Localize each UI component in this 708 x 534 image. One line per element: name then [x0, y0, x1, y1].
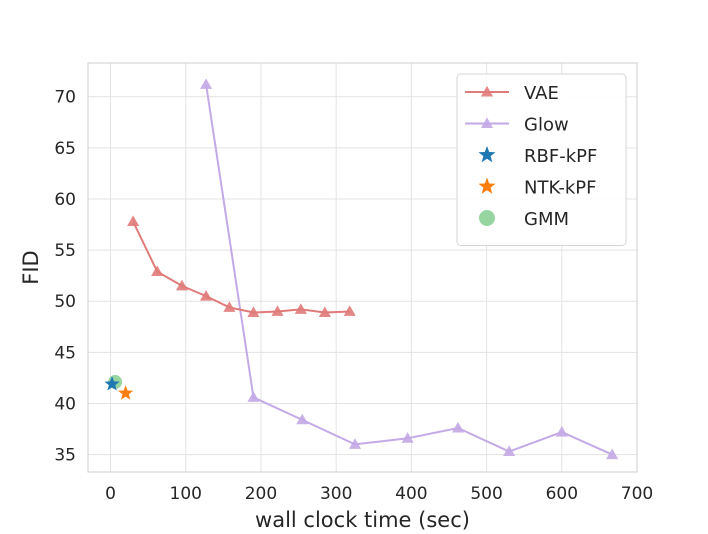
data-point-vae [318, 306, 331, 317]
y-tick-label: 55 [54, 241, 76, 261]
series-glow [200, 78, 619, 460]
y-tick-label: 45 [54, 343, 76, 363]
x-tick-label: 100 [170, 484, 202, 504]
legend-item-ntk-kpf: NTK-kPF [478, 177, 597, 199]
legend-item-glow: Glow [465, 115, 569, 136]
x-axis-label: wall clock time (sec) [255, 508, 470, 530]
data-point-vae [127, 215, 140, 226]
legend-marker [478, 146, 496, 163]
y-tick-label: 35 [54, 446, 76, 466]
y-tick-label: 65 [54, 139, 76, 159]
data-point-vae [343, 305, 356, 316]
x-tick-label: 500 [470, 484, 502, 504]
data-point-vae [247, 306, 260, 317]
data-point-glow [606, 448, 619, 460]
tick-labels: 0 100 200 300 400 500 600 700 35 40 45 50 55 60 65 70 [54, 88, 653, 504]
series-vae [127, 215, 356, 317]
y-tick-label: 50 [54, 292, 76, 312]
legend-marker [480, 117, 494, 128]
legend-label: NTK-kPF [524, 178, 597, 199]
plot-frame [87, 62, 638, 473]
data-point-vae [151, 265, 164, 277]
data-point-glow [296, 413, 309, 425]
legend-marker [478, 177, 496, 194]
legend-marker [479, 210, 495, 226]
data-point-ntk-kpf [117, 385, 134, 400]
data-point-rbf-kpf [104, 376, 120, 391]
y-tick-label: 70 [54, 88, 76, 108]
legend: VAE Glow RBF-kPF NTK-kPF GMM [456, 73, 627, 246]
y-tick-label: 60 [54, 190, 76, 210]
x-tick-label: 200 [245, 484, 277, 504]
legend-label: RBF-kPF [524, 146, 597, 167]
data-point-glow [247, 391, 260, 402]
data-point-vae [200, 289, 213, 301]
series-ntk-kpf [117, 385, 134, 400]
legend-item-gmm: GMM [479, 209, 569, 230]
x-tick-label: 700 [621, 484, 653, 504]
data-point-glow [451, 421, 465, 433]
data-point-vae [271, 305, 284, 316]
legend-item-vae: VAE [465, 83, 559, 104]
legend-box [456, 73, 627, 246]
data-point-glow [348, 438, 362, 449]
legend-item-rbf-kpf: RBF-kPF [478, 146, 597, 167]
x-tick-label: 300 [320, 484, 352, 504]
legend-marker [480, 85, 494, 97]
data-point-glow [200, 78, 213, 89]
legend-label: VAE [524, 83, 559, 104]
legend-label: GMM [524, 209, 569, 230]
x-tick-label: 0 [105, 484, 116, 504]
data-point-vae [223, 301, 236, 312]
data-point-glow [555, 425, 568, 437]
legend-label: Glow [524, 115, 569, 136]
x-tick-label: 600 [546, 484, 578, 504]
y-axis-label: FID [19, 250, 43, 284]
data-point-vae [294, 303, 307, 314]
data-point-glow [503, 445, 516, 457]
data-point-glow [401, 432, 414, 443]
series-line-vae [132, 221, 350, 314]
y-tick-label: 40 [54, 394, 76, 414]
series-layer [104, 78, 619, 460]
data-point-vae [175, 279, 189, 291]
x-tick-label: 400 [395, 484, 427, 504]
series-rbf-kpf [104, 376, 120, 391]
